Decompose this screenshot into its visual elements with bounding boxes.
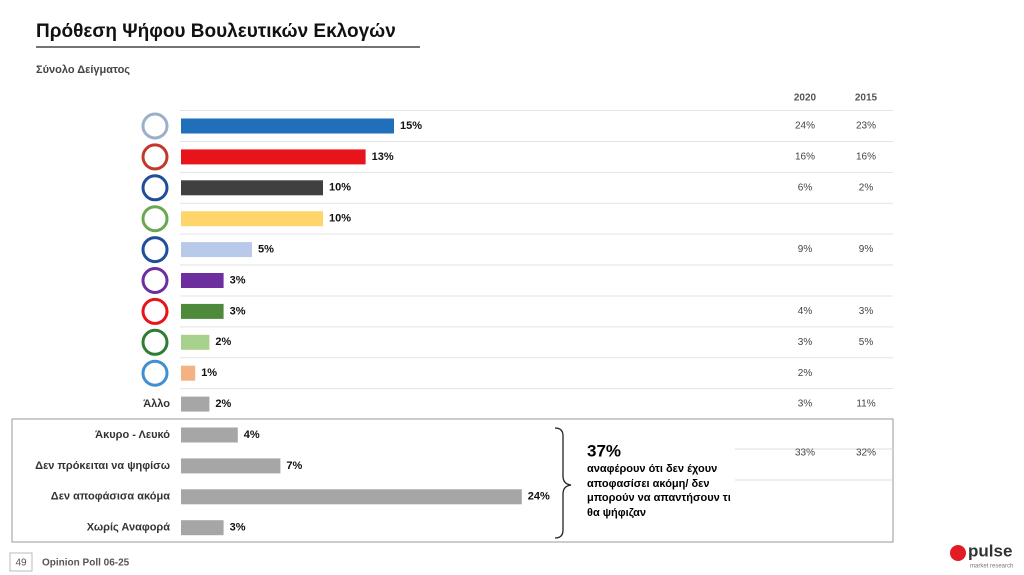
- value-label: 3%: [230, 522, 246, 534]
- category-label: Χωρίς Αναφορά: [87, 522, 171, 534]
- party-logo: [141, 174, 169, 202]
- previous-value: 2%: [798, 368, 813, 379]
- bar: [181, 211, 323, 227]
- previous-value: 6%: [798, 182, 813, 193]
- previous-value: 16%: [856, 152, 876, 163]
- value-label: 7%: [286, 460, 302, 472]
- value-label: 1%: [201, 367, 217, 379]
- bar: [181, 489, 522, 505]
- bar: [181, 365, 196, 381]
- value-label: 3%: [230, 305, 246, 317]
- previous-value: 9%: [798, 244, 813, 255]
- value-label: 15%: [400, 120, 422, 132]
- party-logo: [141, 205, 169, 233]
- previous-value: 3%: [859, 306, 874, 317]
- previous-value: 11%: [856, 399, 875, 410]
- party-logo: [141, 328, 169, 356]
- bar: [181, 520, 224, 536]
- brace: [554, 427, 572, 539]
- category-label: Δεν αποφάσισα ακόμα: [51, 491, 170, 503]
- annotation-text: αναφέρουν ότι δεν έχουν αποφασίσει ακόμη…: [587, 463, 731, 519]
- brand-dot: [950, 545, 966, 561]
- previous-value: 24%: [795, 121, 815, 132]
- chart-title: Πρόθεση Ψήφου Βουλευτικών Εκλογών: [36, 21, 396, 42]
- bar: [181, 396, 210, 412]
- category-label: Άλλο: [143, 398, 170, 410]
- value-label: 10%: [329, 182, 351, 194]
- bar: [181, 458, 281, 474]
- bar: [181, 427, 238, 443]
- brand: pulse: [968, 541, 1012, 560]
- value-label: 4%: [244, 429, 260, 441]
- party-logo: [141, 359, 169, 387]
- previous-value: 3%: [798, 337, 813, 348]
- value-label: 24%: [528, 491, 550, 503]
- previous-value: 5%: [859, 337, 874, 348]
- previous-value: 2%: [859, 182, 874, 193]
- bar: [181, 180, 323, 196]
- bar: [181, 149, 366, 165]
- bar: [181, 334, 210, 350]
- bar: [181, 273, 224, 288]
- previous-value: 3%: [798, 399, 813, 410]
- previous-value: 9%: [859, 244, 874, 255]
- bar: [181, 303, 224, 319]
- value-label: 2%: [215, 398, 231, 410]
- column-header: 2020: [794, 93, 817, 104]
- previous-value: 4%: [798, 306, 813, 317]
- bar: [181, 118, 394, 134]
- party-logo: [141, 267, 169, 294]
- subtitle: Σύνολο Δείγματος: [36, 64, 130, 76]
- previous-value: 33%: [795, 448, 815, 459]
- previous-value: 23%: [856, 121, 876, 132]
- value-label: 2%: [215, 336, 231, 348]
- party-logo: [141, 297, 169, 325]
- value-label: 3%: [230, 274, 246, 286]
- party-logo: [141, 112, 169, 140]
- party-logo: [141, 143, 169, 171]
- previous-value: 16%: [795, 152, 815, 163]
- page-box: [9, 552, 33, 572]
- party-logo: [141, 236, 169, 264]
- category-label: Δεν πρόκειται να ψηφίσω: [35, 460, 170, 472]
- previous-value: 32%: [856, 448, 876, 459]
- footer-label: Opinion Poll 06-25: [42, 558, 130, 569]
- value-label: 13%: [372, 151, 394, 163]
- column-header: 2015: [855, 93, 878, 104]
- page-number: 49: [15, 558, 27, 569]
- category-label: Άκυρο - Λευκό: [95, 429, 170, 441]
- bar: [181, 242, 252, 258]
- value-label: 10%: [329, 213, 351, 225]
- value-label: 5%: [258, 244, 274, 256]
- annotation-value: 37%: [587, 441, 621, 460]
- brand-sub: market research: [970, 564, 1013, 570]
